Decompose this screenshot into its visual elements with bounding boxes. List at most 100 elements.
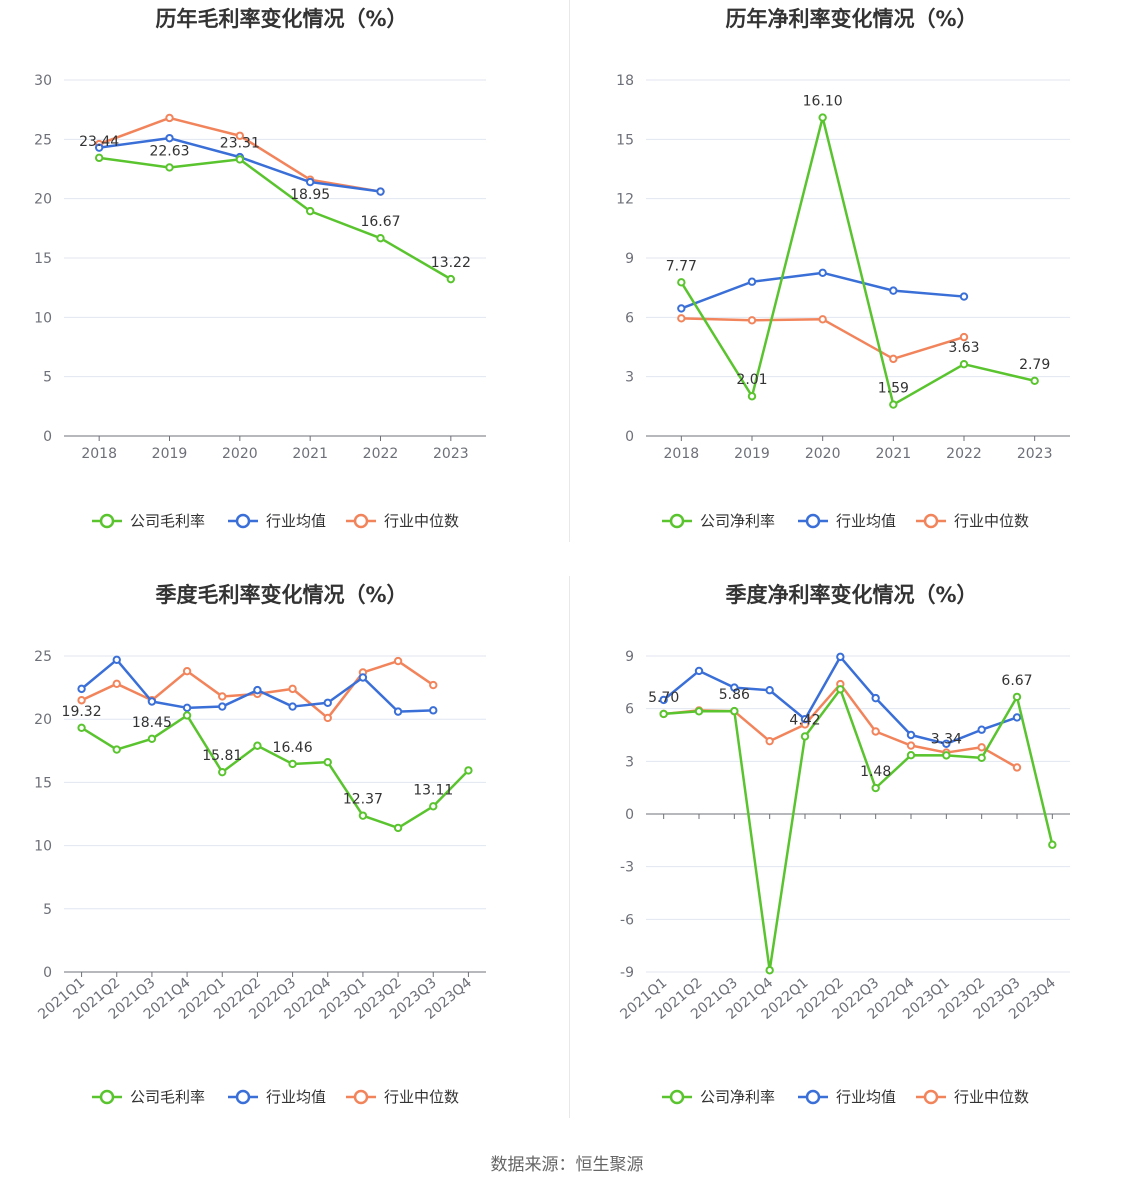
x-tick-label: 2023	[433, 446, 469, 462]
data-point-average	[288, 702, 297, 711]
data-point-company	[376, 233, 385, 243]
data-point-median	[871, 727, 880, 736]
data-point-company	[182, 711, 192, 720]
data-point-company	[147, 734, 157, 743]
data-point-company	[94, 153, 104, 163]
data-point-median	[889, 354, 898, 364]
data-point-company	[818, 113, 827, 122]
chart-panel-annual-gross-margin: 历年毛利率变化情况（%） 0 5 10 15 20 25 30 2018 2019 2020 2021…	[0, 0, 567, 560]
legend-item-average: 行业均值	[798, 1088, 896, 1106]
data-point-average	[818, 268, 827, 278]
data-point-company	[288, 759, 297, 769]
data-point-company	[730, 706, 739, 716]
data-label: 23.31	[220, 135, 260, 151]
legend-item-median: 行业中位数	[916, 1088, 1029, 1106]
data-point-median	[747, 316, 757, 325]
y-tick-label: -6	[620, 912, 634, 928]
y-tick-label: 15	[34, 251, 52, 267]
data-point-company	[165, 163, 174, 172]
data-point-average	[942, 739, 951, 748]
y-tick-label: 25	[34, 132, 52, 148]
data-point-average	[182, 703, 192, 713]
data-point-average	[677, 304, 686, 313]
data-point-average	[165, 133, 174, 143]
data-point-company	[800, 732, 810, 741]
legend-label: 行业均值	[836, 512, 896, 530]
data-point-median	[677, 314, 686, 323]
data-point-median	[906, 741, 916, 750]
data-point-average	[659, 695, 668, 705]
y-tick-label: 15	[616, 132, 634, 148]
data-label: 13.11	[413, 782, 453, 798]
y-tick-label: 12	[616, 192, 634, 208]
data-point-company	[235, 155, 245, 164]
data-point-average	[323, 698, 332, 707]
legend-label: 公司净利率	[700, 512, 775, 530]
chart-annual-gross-margin: 历年毛利率变化情况（%） 0 5 10 15 20 25 30 2018 2019 2020 2021…	[34, 7, 486, 530]
data-point-company	[977, 753, 986, 763]
x-tick-label: 2018	[664, 446, 700, 462]
data-point-company	[889, 400, 898, 409]
chart-quarterly-gross-margin: 季度毛利率变化情况（%）05101520252021Q12021Q22021Q3…	[34, 583, 486, 1106]
legend-item-median: 行业中位数	[346, 1088, 459, 1106]
legend-marker-icon	[669, 1089, 685, 1105]
legend-marker-icon	[353, 1089, 369, 1105]
y-tick-label: -3	[620, 860, 634, 876]
y-tick-label: 18	[616, 73, 634, 89]
data-point-median	[77, 696, 86, 705]
data-point-company	[446, 274, 456, 284]
data-point-average	[393, 707, 403, 716]
y-tick-label: 10	[34, 839, 52, 855]
legend-marker-icon	[235, 1089, 251, 1105]
y-tick-label: -9	[620, 965, 634, 981]
data-point-average	[112, 655, 121, 664]
data-point-average	[218, 702, 227, 711]
legend-item-average: 行业均值	[228, 1088, 326, 1106]
data-point-company	[77, 723, 86, 732]
legend-label: 行业均值	[836, 1088, 896, 1106]
chart-title: 季度毛利率变化情况（%）	[155, 583, 407, 607]
x-tick-label: 2019	[152, 446, 188, 462]
y-tick-label: 3	[625, 370, 634, 386]
data-point-average	[959, 292, 969, 301]
x-tick-label: 2020	[805, 446, 841, 462]
legend-label: 公司毛利率	[130, 512, 205, 530]
y-tick-label: 3	[625, 754, 634, 770]
data-label: 13.22	[431, 255, 471, 271]
legend-item-median: 行业中位数	[916, 512, 1029, 530]
legend-item-average: 行业均值	[228, 512, 326, 530]
y-tick-label: 15	[34, 775, 52, 791]
legend-marker-icon	[99, 1089, 115, 1105]
data-point-average	[147, 697, 157, 706]
data-point-median	[429, 680, 438, 690]
chart-title: 季度净利率变化情况（%）	[725, 583, 977, 607]
y-tick-label: 9	[625, 251, 634, 267]
series-line-average	[662, 655, 1018, 746]
data-point-median	[765, 736, 774, 746]
data-point-median	[288, 684, 297, 694]
legend-label: 行业中位数	[954, 512, 1029, 530]
data-label: 23.44	[79, 134, 119, 150]
data-point-company	[659, 709, 668, 719]
legend-item-median: 行业中位数	[346, 512, 459, 530]
x-tick-label: 2022	[946, 446, 982, 462]
data-point-median	[182, 666, 192, 676]
legend-marker-icon	[805, 1089, 821, 1105]
legend-marker-icon	[353, 513, 369, 529]
y-tick-label: 9	[625, 649, 634, 665]
legend-label: 行业均值	[266, 512, 326, 530]
chart-panel-quarterly-net-margin: 季度净利率变化情况（%） -9 -6 -3 0 3 6 9 2021Q1 2021Q2 2021Q3…	[570, 576, 1134, 1136]
data-point-company	[305, 206, 315, 216]
legend-label: 行业中位数	[384, 1088, 459, 1106]
data-point-average	[305, 177, 315, 187]
series-line-company	[680, 116, 1035, 406]
data-point-company	[358, 811, 368, 820]
data-point-company	[1048, 840, 1057, 849]
data-point-average	[94, 143, 104, 152]
y-tick-label: 0	[43, 429, 52, 445]
data-point-company	[871, 783, 880, 793]
data-point-company	[464, 766, 473, 775]
legend-item-company: 公司毛利率	[92, 512, 205, 530]
data-label: 2.79	[1019, 357, 1050, 373]
data-point-average	[694, 666, 704, 676]
